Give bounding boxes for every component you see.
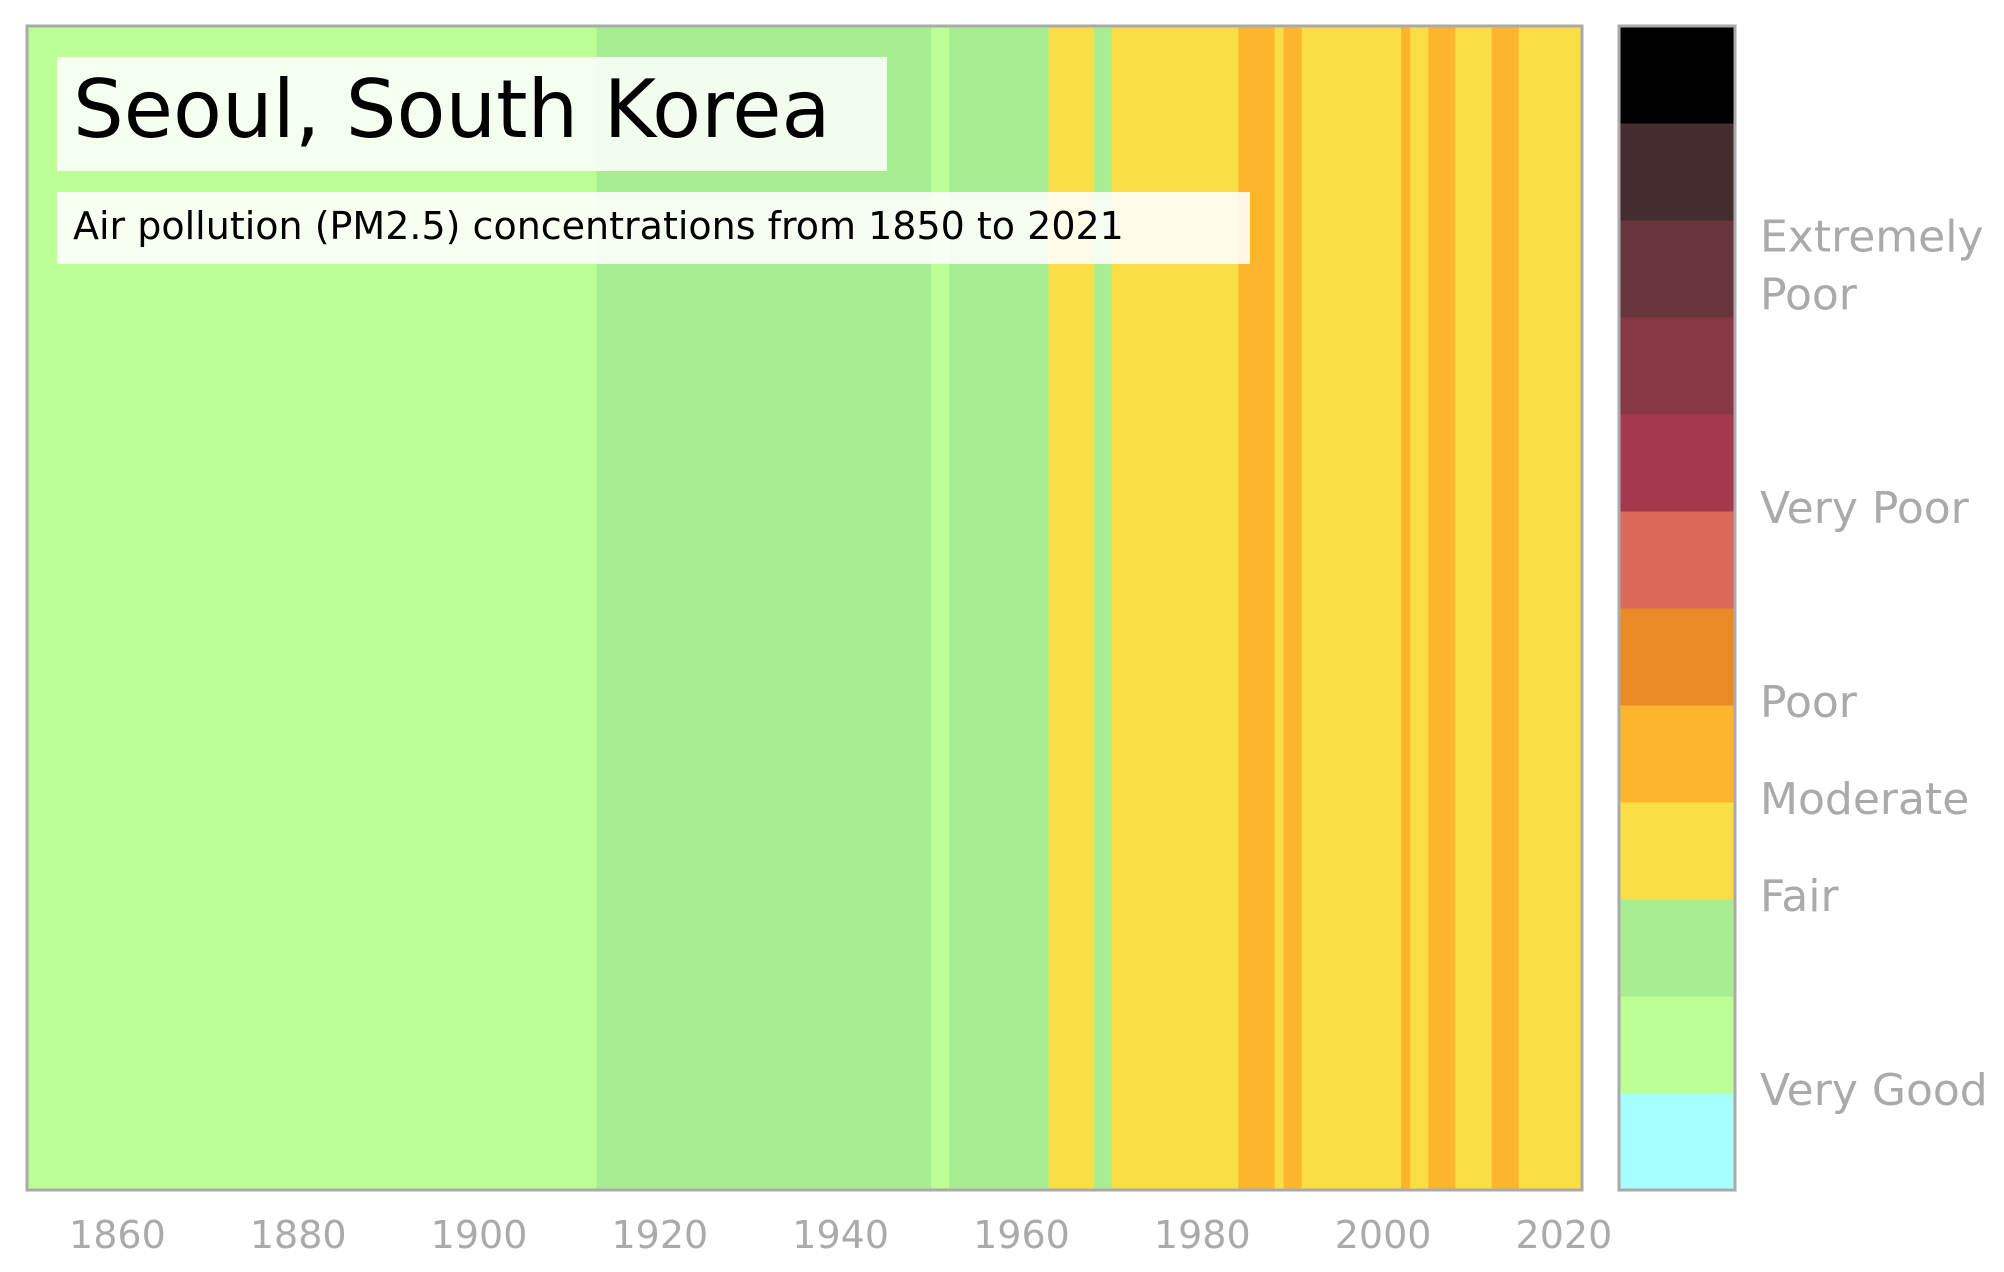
colorbar-frame <box>1617 24 1737 1192</box>
stripe-1968-1970 <box>1093 26 1113 1190</box>
colorbar-label-0-line-0: Extremely <box>1760 212 1983 263</box>
x-tick-label-2000: 2000 <box>1335 1213 1432 1257</box>
x-axis-ticks: 1860 1880 1900 1920 1940 1960 1980 2000 2020 <box>69 1213 1612 1257</box>
colorbar-cell-10 <box>1619 123 1735 221</box>
colorbar-label-4: Fair <box>1760 871 1839 922</box>
stripe-2005-2008 <box>1428 26 1457 1190</box>
colorbar-labels: Extremely Poor Very Poor Poor Moderate Fair Ve… <box>1760 212 1988 1117</box>
colorbar-cell-7 <box>1619 414 1735 512</box>
plot-frame <box>25 24 1584 1192</box>
stripe-1989-1991 <box>1283 26 1303 1190</box>
stripe-2015-2022 <box>1518 26 1583 1190</box>
colorbar-cell-3 <box>1619 802 1735 900</box>
x-tick-label-1900: 1900 <box>431 1213 528 1257</box>
colorbar-cell-9 <box>1619 220 1735 318</box>
subtitle-box <box>57 192 1250 264</box>
colorbar-label-3: Moderate <box>1760 774 1969 825</box>
colorbar-label-1: Very Poor <box>1760 483 1970 534</box>
x-tick-label-1920: 1920 <box>611 1213 708 1257</box>
colorbar-cell-8 <box>1619 317 1735 415</box>
stripe-2012-2015 <box>1491 26 1520 1190</box>
colorbar-cell-4 <box>1619 705 1735 803</box>
stripe-1988-1989 <box>1274 26 1285 1190</box>
chart-subtitle: Air pollution (PM2.5) concentrations fro… <box>73 204 1124 248</box>
x-tick-label-1960: 1960 <box>973 1213 1070 1257</box>
x-tick-label-1860: 1860 <box>69 1213 166 1257</box>
colorbar-label-2: Poor <box>1760 677 1858 728</box>
colorbar-cell-1 <box>1619 996 1735 1094</box>
stripe-2002-2003 <box>1401 26 1411 1190</box>
colorbar-cell-0 <box>1619 1093 1735 1191</box>
stripe-2003-2005 <box>1410 26 1429 1190</box>
chart-title: Seoul, South Korea <box>73 63 830 156</box>
colorbar-label-0-line-1: Poor <box>1760 270 1858 321</box>
stripe-1950-1952 <box>931 26 950 1190</box>
colorbar-cell-11 <box>1619 26 1735 124</box>
colorbar <box>1619 26 1735 1191</box>
x-tick-label-1980: 1980 <box>1154 1213 1251 1257</box>
colorbar-cell-2 <box>1619 899 1735 997</box>
title-box <box>57 57 887 171</box>
stripe-1991-2002 <box>1301 26 1402 1190</box>
x-tick-label-1940: 1940 <box>792 1213 889 1257</box>
x-tick-label-1880: 1880 <box>250 1213 347 1257</box>
stripe-2008-2012 <box>1455 26 1493 1190</box>
x-tick-label-2020: 2020 <box>1516 1213 1613 1257</box>
colorbar-cell-6 <box>1619 511 1735 609</box>
colorbar-cell-5 <box>1619 608 1735 706</box>
colorbar-label-5: Very Good <box>1760 1065 1988 1116</box>
